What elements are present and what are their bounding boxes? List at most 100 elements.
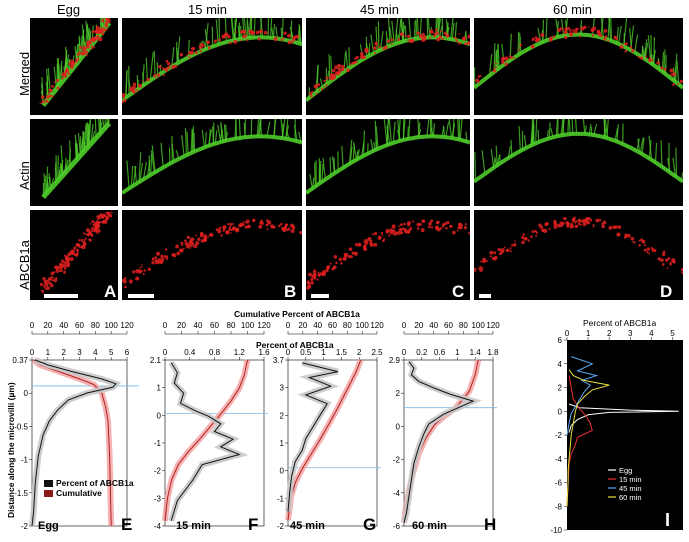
panel-letter-a: A [104, 282, 117, 301]
micrograph-actin-60min [474, 119, 683, 206]
y-tick-label: -6 [393, 522, 401, 531]
percent-line [287, 362, 338, 512]
y-tick-label: -2 [393, 456, 401, 465]
percent-line [170, 362, 241, 522]
y-tick-label: 1 [280, 439, 285, 448]
cumulative-line [33, 359, 112, 527]
column-header-egg: Egg [57, 2, 81, 17]
graph-panel-g: 0 20 40 60 80 100 120 0 0.5 1 1.5 2 2.5 3.7 3 2 1 0 -1 -2 [273, 321, 384, 531]
panel-letter-i: I [665, 510, 671, 530]
legend-swatch-percent [44, 480, 53, 487]
top-tick-label: 0 [286, 321, 291, 330]
percent-line [31, 359, 117, 527]
cumulative-line [164, 359, 248, 521]
micrograph-abcb1a-15min [122, 210, 302, 300]
y-tick-label: 2 [280, 411, 285, 420]
y-tick-label: -1 [277, 494, 285, 503]
y-tick-label: -2 [21, 522, 29, 531]
top-tick-label: 100 [355, 321, 369, 330]
chart-i-y-tick-label: -8 [555, 502, 563, 511]
chart-i-x-tick-label: 0 [565, 329, 570, 338]
micrograph-merged-15min [122, 18, 302, 115]
percent-tick-label: 6 [125, 348, 130, 357]
micrograph-abcb1a-60min [474, 210, 683, 300]
chart-i-x-tick-label: 5 [670, 329, 675, 338]
percent-tick-label: 1 [455, 348, 460, 357]
micrograph-merged-60min [474, 18, 683, 115]
top-tick-label: 20 [177, 321, 186, 330]
panel-letter-e: E [121, 515, 133, 534]
top-tick-label: 40 [313, 321, 322, 330]
chart-i-x-tick-label: 4 [649, 329, 654, 338]
top-tick-label: 80 [343, 321, 352, 330]
percent-tick-label: 1.5 [336, 348, 348, 357]
top-tick-label: 120 [486, 321, 500, 330]
y-tick-label: 1 [157, 384, 162, 393]
micrograph-actin-egg [30, 119, 118, 206]
panel-name-45min: 45 min [290, 520, 325, 532]
top-tick-label: 120 [257, 321, 271, 330]
column-header-15min: 15 min [188, 2, 228, 17]
chart-i-y-tick-label: -4 [555, 455, 563, 464]
top-tick-label: 60 [75, 321, 84, 330]
graph-panel-f: 0 20 40 60 80 100 120 0 0.4 0.8 1.2 1.6 2.1 1 0 -1 -2 -3 -… [150, 321, 271, 531]
top-tick-label: 100 [471, 321, 485, 330]
y-tick-label: 0 [396, 422, 401, 431]
percent-line [403, 361, 475, 523]
panel-letter-c: C [452, 282, 465, 301]
percent-tick-label: 3 [77, 348, 82, 357]
y-tick-label: 2 [396, 389, 401, 398]
panel-name-60min: 60 min [412, 520, 447, 532]
micrograph-abcb1a-egg [30, 210, 118, 300]
micrograph-merged-egg [30, 18, 118, 115]
panel-name-egg: Egg [38, 520, 59, 532]
percent-tick-label: 0 [286, 348, 291, 357]
y-tick-label: -2 [277, 522, 285, 531]
scale-bar-d [479, 294, 491, 298]
chart-i-x-tick-label: 2 [607, 329, 612, 338]
chart-i-y-tick-label: 4 [558, 360, 563, 369]
percent-tick-label: 1.6 [258, 348, 270, 357]
panel-letter-d: D [660, 282, 673, 301]
top-tick-label: 0 [402, 321, 407, 330]
chart-i-y-tick-label: 0 [558, 407, 563, 416]
panel-letter-g: G [363, 515, 377, 534]
y-tick-label: 3 [280, 384, 285, 393]
percent-tick-label: 5 [109, 348, 114, 357]
chart-i-series-3 [566, 356, 599, 436]
panel-name-15min: 15 min [176, 520, 211, 532]
chart-i-y-tick-label: 6 [558, 336, 563, 345]
cumulative-axis-title: Cumulative Percent of ABCB1a [234, 309, 360, 319]
y-tick-label: 2.1 [150, 356, 162, 365]
top-tick-label: 0 [163, 321, 168, 330]
y-tick-label: -2 [154, 467, 162, 476]
cumulative-line [287, 359, 362, 521]
top-tick-label: 40 [59, 321, 68, 330]
chart-i-y-tick-label: 2 [558, 384, 563, 393]
panel-letter-b: B [284, 282, 297, 301]
column-header-45min: 45 min [360, 2, 400, 17]
top-tick-label: 40 [194, 321, 203, 330]
panel-letter-f: F [248, 515, 259, 534]
percent-tick-label: 2 [61, 348, 66, 357]
micrograph-actin-15min [122, 119, 302, 206]
y-tick-label: -0.5 [14, 422, 28, 431]
percent-tick-label: 0.2 [416, 348, 428, 357]
column-header-60min: 60 min [553, 2, 593, 17]
percent-tick-label: 0.4 [184, 348, 196, 357]
micrograph-actin-45min [306, 119, 470, 206]
chart-i-y-tick-label: -6 [555, 479, 563, 488]
chart-i-legend-label: 15 min [619, 475, 642, 484]
scale-bar-a [44, 294, 78, 298]
y-tick-label: 2.9 [389, 356, 401, 365]
top-tick-label: 120 [120, 321, 134, 330]
percent-tick-label: 0.6 [434, 348, 446, 357]
top-tick-label: 20 [43, 321, 52, 330]
legend-label-percent: Percent of ABCB1a [56, 478, 134, 488]
percent-tick-label: 1.4 [470, 348, 482, 357]
top-tick-label: 120 [370, 321, 384, 330]
